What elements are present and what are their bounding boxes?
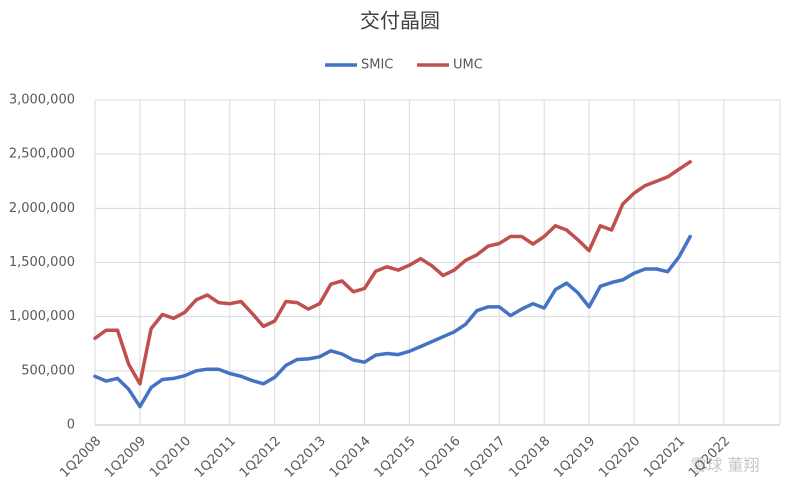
y-tick-label: 1,500,000 xyxy=(9,255,75,270)
y-tick-label: 500,000 xyxy=(21,363,75,378)
x-tick-label: 1Q2010 xyxy=(147,434,194,481)
x-tick-label: 1Q2009 xyxy=(102,434,149,481)
y-tick-label: 2,000,000 xyxy=(9,201,75,216)
x-tick-label: 1Q2011 xyxy=(192,434,239,481)
x-tick-label: 1Q2013 xyxy=(282,434,329,481)
watermark: 雪球 董翔 xyxy=(690,456,759,475)
x-tick-label: 1Q2018 xyxy=(506,434,553,481)
x-tick-label: 1Q2008 xyxy=(57,434,104,481)
series-line xyxy=(93,160,692,386)
series-line xyxy=(93,234,692,409)
x-tick-label: 1Q2021 xyxy=(641,434,688,481)
y-tick-label: 3,000,000 xyxy=(9,93,75,108)
x-tick-label: 1Q2017 xyxy=(461,434,508,481)
legend-label: UMC xyxy=(453,58,483,73)
x-tick-label: 1Q2014 xyxy=(327,434,374,481)
x-tick-label: 1Q2015 xyxy=(372,434,419,481)
y-tick-label: 2,500,000 xyxy=(9,147,75,162)
chart-title: 交付晶圆 xyxy=(360,9,440,33)
y-tick-label: 0 xyxy=(67,418,75,433)
x-tick-label: 1Q2020 xyxy=(596,434,643,481)
legend-label: SMIC xyxy=(361,58,393,73)
y-tick-label: 1,000,000 xyxy=(9,309,75,324)
x-tick-label: 1Q2019 xyxy=(551,434,598,481)
x-tick-label: 1Q2016 xyxy=(417,434,464,481)
x-tick-label: 1Q2012 xyxy=(237,434,284,481)
